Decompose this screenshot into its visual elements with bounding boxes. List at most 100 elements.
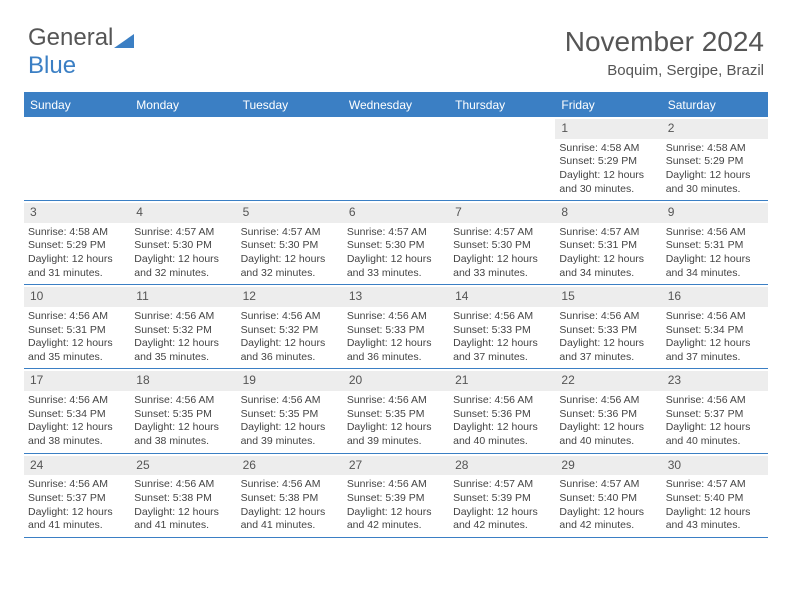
sunrise-text: Sunrise: 4:57 AM xyxy=(559,226,657,240)
daylight-text: Daylight: 12 hours and 31 minutes. xyxy=(28,253,126,280)
day-number: 17 xyxy=(24,371,130,391)
sunrise-text: Sunrise: 4:56 AM xyxy=(666,310,764,324)
calendar-day-cell: 5Sunrise: 4:57 AMSunset: 5:30 PMDaylight… xyxy=(237,201,343,284)
sunset-text: Sunset: 5:32 PM xyxy=(134,324,232,338)
day-number: 27 xyxy=(343,456,449,476)
sunset-text: Sunset: 5:35 PM xyxy=(347,408,445,422)
day-number: 11 xyxy=(130,287,236,307)
calendar-day-cell: 23 Sunrise: 4:56 AMSunset: 5:37 PMDayligh… xyxy=(662,369,768,452)
day-number xyxy=(343,119,449,123)
sunset-text: Sunset: 5:33 PM xyxy=(559,324,657,338)
day-number: 30 xyxy=(662,456,768,476)
calendar-day-cell: 29Sunrise: 4:57 AMSunset: 5:40 PMDayligh… xyxy=(555,454,661,537)
sunrise-text: Sunrise: 4:56 AM xyxy=(453,310,551,324)
calendar-day-cell: 10Sunrise: 4:56 AMSunset: 5:31 PMDayligh… xyxy=(24,285,130,368)
calendar-day-cell: 14Sunrise: 4:56 AMSunset: 5:33 PMDayligh… xyxy=(449,285,555,368)
sunset-text: Sunset: 5:37 PM xyxy=(666,408,764,422)
daylight-text: Daylight: 12 hours and 34 minutes. xyxy=(559,253,657,280)
day-number: 16 xyxy=(662,287,768,307)
calendar-day-cell: 27Sunrise: 4:56 AMSunset: 5:39 PMDayligh… xyxy=(343,454,449,537)
sunrise-text: Sunrise: 4:56 AM xyxy=(666,394,764,408)
calendar-day-cell: 3Sunrise: 4:58 AMSunset: 5:29 PMDaylight… xyxy=(24,201,130,284)
calendar-day-cell: 30Sunrise: 4:57 AMSunset: 5:40 PMDayligh… xyxy=(662,454,768,537)
sunrise-text: Sunrise: 4:56 AM xyxy=(28,478,126,492)
day-number xyxy=(24,119,130,123)
calendar-grid: Sunday Monday Tuesday Wednesday Thursday… xyxy=(24,92,768,538)
calendar-day-cell: 16Sunrise: 4:56 AMSunset: 5:34 PMDayligh… xyxy=(662,285,768,368)
sunrise-text: Sunrise: 4:56 AM xyxy=(134,394,232,408)
weekday-header: Tuesday xyxy=(237,94,343,117)
sunset-text: Sunset: 5:29 PM xyxy=(666,155,764,169)
sunset-text: Sunset: 5:31 PM xyxy=(28,324,126,338)
sunset-text: Sunset: 5:35 PM xyxy=(241,408,339,422)
day-number: 23 xyxy=(662,371,768,391)
calendar-day-cell: 11Sunrise: 4:56 AMSunset: 5:32 PMDayligh… xyxy=(130,285,236,368)
logo-text-2: Blue xyxy=(28,52,76,79)
calendar-day-cell: 26Sunrise: 4:56 AMSunset: 5:38 PMDayligh… xyxy=(237,454,343,537)
day-number: 7 xyxy=(449,203,555,223)
daylight-text: Daylight: 12 hours and 40 minutes. xyxy=(559,421,657,448)
sunset-text: Sunset: 5:30 PM xyxy=(241,239,339,253)
day-number: 6 xyxy=(343,203,449,223)
sunrise-text: Sunrise: 4:58 AM xyxy=(559,142,657,156)
day-number: 13 xyxy=(343,287,449,307)
weekday-header: Friday xyxy=(555,94,661,117)
page-title: November 2024 xyxy=(565,26,764,58)
daylight-text: Daylight: 12 hours and 42 minutes. xyxy=(559,506,657,533)
calendar-day-cell xyxy=(343,117,449,200)
sunrise-text: Sunrise: 4:57 AM xyxy=(559,478,657,492)
sunrise-text: Sunrise: 4:56 AM xyxy=(241,310,339,324)
daylight-text: Daylight: 12 hours and 34 minutes. xyxy=(666,253,764,280)
sunrise-text: Sunrise: 4:57 AM xyxy=(347,226,445,240)
calendar-day-cell: 8Sunrise: 4:57 AMSunset: 5:31 PMDaylight… xyxy=(555,201,661,284)
sunset-text: Sunset: 5:32 PM xyxy=(241,324,339,338)
sunrise-text: Sunrise: 4:56 AM xyxy=(134,478,232,492)
calendar-week-row: 17Sunrise: 4:56 AMSunset: 5:34 PMDayligh… xyxy=(24,369,768,453)
sunrise-text: Sunrise: 4:56 AM xyxy=(28,310,126,324)
day-number: 10 xyxy=(24,287,130,307)
daylight-text: Daylight: 12 hours and 37 minutes. xyxy=(559,337,657,364)
day-number: 18 xyxy=(130,371,236,391)
daylight-text: Daylight: 12 hours and 38 minutes. xyxy=(134,421,232,448)
sunset-text: Sunset: 5:33 PM xyxy=(453,324,551,338)
sunrise-text: Sunrise: 4:56 AM xyxy=(453,394,551,408)
sunrise-text: Sunrise: 4:57 AM xyxy=(666,478,764,492)
daylight-text: Daylight: 12 hours and 30 minutes. xyxy=(666,169,764,196)
calendar-day-cell xyxy=(24,117,130,200)
calendar-day-cell: 22Sunrise: 4:56 AMSunset: 5:36 PMDayligh… xyxy=(555,369,661,452)
calendar-day-cell: 4Sunrise: 4:57 AMSunset: 5:30 PMDaylight… xyxy=(130,201,236,284)
calendar-day-cell: 2Sunrise: 4:58 AMSunset: 5:29 PMDaylight… xyxy=(662,117,768,200)
calendar-day-cell: 7Sunrise: 4:57 AMSunset: 5:30 PMDaylight… xyxy=(449,201,555,284)
daylight-text: Daylight: 12 hours and 33 minutes. xyxy=(347,253,445,280)
calendar-week-row: 24Sunrise: 4:56 AMSunset: 5:37 PMDayligh… xyxy=(24,454,768,538)
calendar-week-row: 1Sunrise: 4:58 AMSunset: 5:29 PMDaylight… xyxy=(24,117,768,201)
weekday-header: Thursday xyxy=(449,94,555,117)
sunrise-text: Sunrise: 4:56 AM xyxy=(241,394,339,408)
calendar-day-cell: 17Sunrise: 4:56 AMSunset: 5:34 PMDayligh… xyxy=(24,369,130,452)
sunrise-text: Sunrise: 4:57 AM xyxy=(453,478,551,492)
sunrise-text: Sunrise: 4:56 AM xyxy=(559,310,657,324)
sunrise-text: Sunrise: 4:56 AM xyxy=(134,310,232,324)
sunrise-text: Sunrise: 4:56 AM xyxy=(28,394,126,408)
calendar-day-cell: 21Sunrise: 4:56 AMSunset: 5:36 PMDayligh… xyxy=(449,369,555,452)
sunset-text: Sunset: 5:31 PM xyxy=(666,239,764,253)
day-number: 5 xyxy=(237,203,343,223)
calendar-day-cell xyxy=(130,117,236,200)
calendar-day-cell: 15Sunrise: 4:56 AMSunset: 5:33 PMDayligh… xyxy=(555,285,661,368)
sunset-text: Sunset: 5:30 PM xyxy=(134,239,232,253)
calendar-day-cell: 9Sunrise: 4:56 AMSunset: 5:31 PMDaylight… xyxy=(662,201,768,284)
sunset-text: Sunset: 5:33 PM xyxy=(347,324,445,338)
sunset-text: Sunset: 5:39 PM xyxy=(347,492,445,506)
sunset-text: Sunset: 5:36 PM xyxy=(559,408,657,422)
daylight-text: Daylight: 12 hours and 33 minutes. xyxy=(453,253,551,280)
sunset-text: Sunset: 5:30 PM xyxy=(453,239,551,253)
daylight-text: Daylight: 12 hours and 42 minutes. xyxy=(453,506,551,533)
weekday-header-row: Sunday Monday Tuesday Wednesday Thursday… xyxy=(24,94,768,117)
sunset-text: Sunset: 5:40 PM xyxy=(666,492,764,506)
daylight-text: Daylight: 12 hours and 40 minutes. xyxy=(666,421,764,448)
day-number: 4 xyxy=(130,203,236,223)
sunrise-text: Sunrise: 4:58 AM xyxy=(28,226,126,240)
sunrise-text: Sunrise: 4:58 AM xyxy=(666,142,764,156)
calendar-day-cell: 12Sunrise: 4:56 AMSunset: 5:32 PMDayligh… xyxy=(237,285,343,368)
day-number: 20 xyxy=(343,371,449,391)
